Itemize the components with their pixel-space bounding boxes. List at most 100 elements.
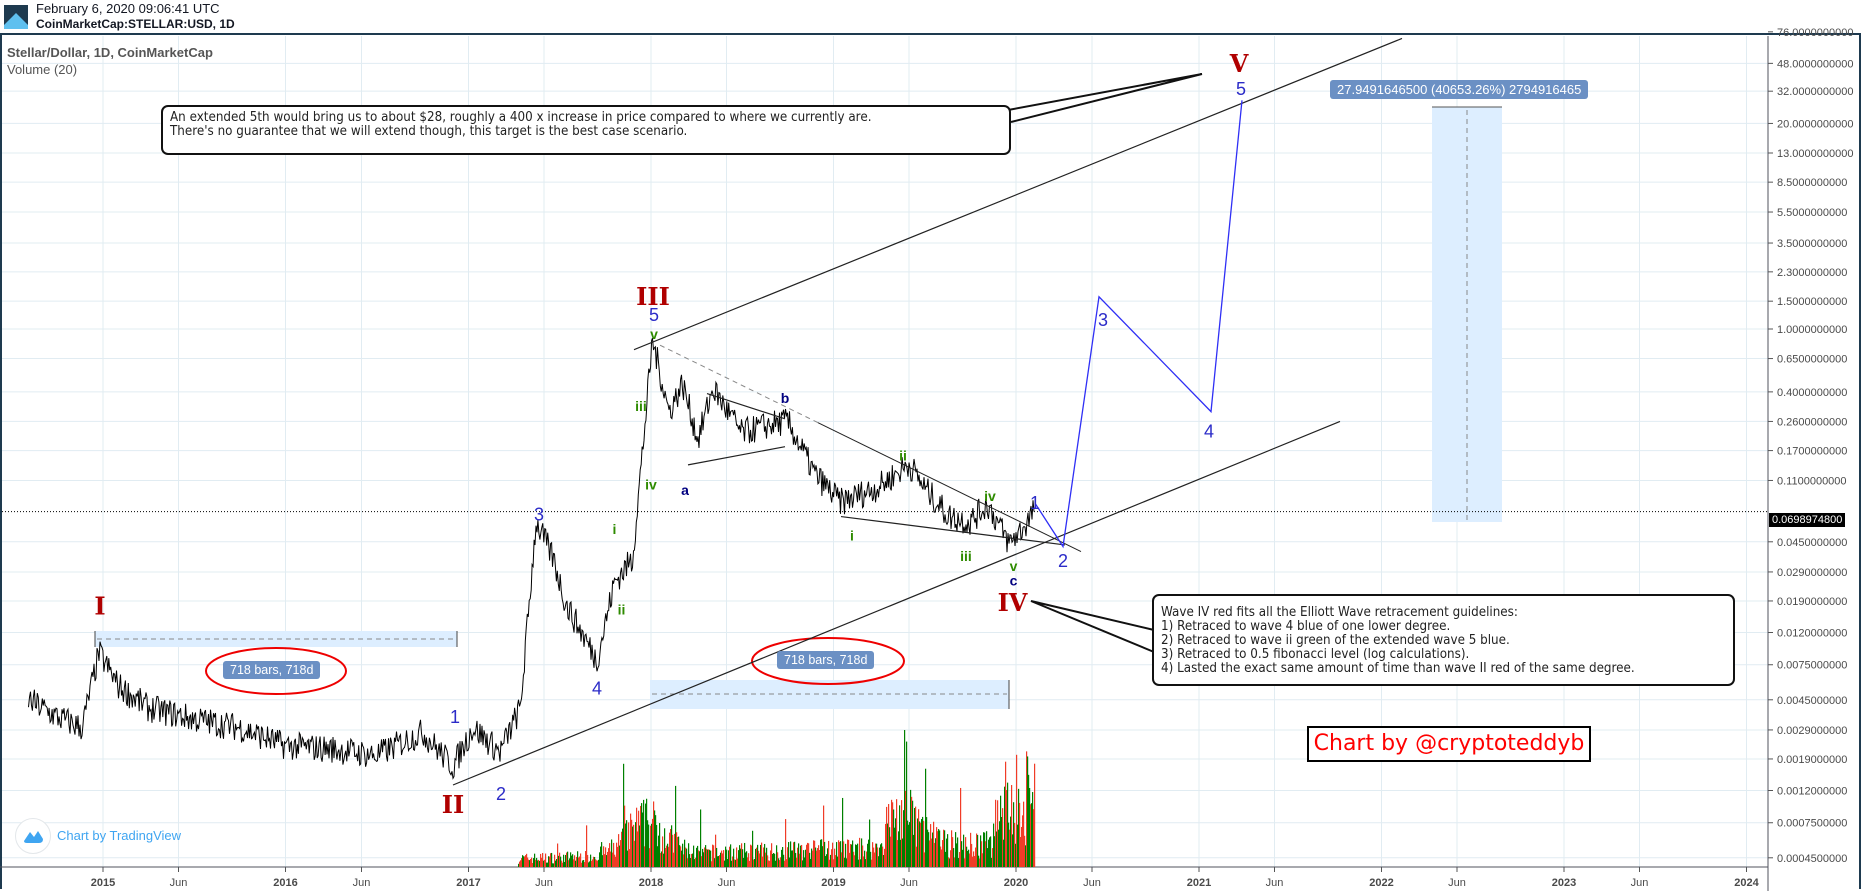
volume-bar <box>892 802 894 867</box>
volume-bar <box>843 841 845 867</box>
volume-bar <box>837 856 839 867</box>
volume-bar <box>658 835 660 867</box>
volume-bar <box>680 846 682 867</box>
volume-bar <box>975 847 977 867</box>
volume-bar <box>969 853 971 867</box>
symbol-label: CoinMarketCap:STELLAR:USD, 1D <box>36 17 235 31</box>
x-tick-label: 2018 <box>639 877 663 889</box>
volume-bar <box>825 856 827 867</box>
volume-bar <box>542 852 544 867</box>
volume-bar <box>924 852 926 867</box>
price-line <box>28 337 1035 780</box>
volume-bar <box>694 859 696 867</box>
volume-bar <box>965 837 967 867</box>
volume-bar <box>828 840 830 867</box>
volume-bar <box>770 850 772 867</box>
volume-bar <box>531 857 533 867</box>
volume-bar <box>992 848 994 867</box>
volume-bar <box>604 854 606 867</box>
callout-line: 4) Lasted the exact same amount of time … <box>1161 661 1635 676</box>
tradingview-link[interactable]: Chart by TradingView <box>57 828 182 843</box>
volume-bar <box>848 839 850 867</box>
callout-wave-iv[interactable]: Wave IV red fits all the Elliott Wave re… <box>1152 594 1735 686</box>
x-tick-label: 2015 <box>91 877 115 889</box>
volume-bar <box>617 846 619 867</box>
volume-bar <box>602 855 604 867</box>
y-tick-label: 0.4000000000 <box>1777 387 1847 399</box>
volume-bar <box>919 821 921 867</box>
volume-bar <box>887 823 889 867</box>
x-tick-label: Jun <box>1266 877 1284 889</box>
volume-bar <box>1011 785 1013 867</box>
volume-bar <box>735 859 737 867</box>
volume-bar <box>966 846 968 867</box>
volume-bar <box>816 850 818 867</box>
wave-label: 3 <box>1098 310 1108 330</box>
volume-bar <box>851 844 853 867</box>
volume-bar <box>899 805 901 867</box>
volume-legend[interactable]: Volume (20) <box>7 62 78 77</box>
volume-bar <box>857 843 859 867</box>
volume-bar <box>947 834 949 867</box>
volume-bar <box>730 844 732 867</box>
series-legend[interactable]: Stellar/Dollar, 1D, CoinMarketCap <box>7 45 213 60</box>
volume-bar <box>628 822 630 867</box>
volume-bar <box>563 854 565 867</box>
volume-bar <box>660 852 662 867</box>
volume-bar <box>852 840 854 867</box>
volume-bar <box>668 846 670 867</box>
volume-bar <box>715 834 717 867</box>
volume-bar <box>541 857 543 867</box>
x-tick-label: 2024 <box>1734 877 1759 889</box>
volume-bar <box>943 829 945 867</box>
volume-bar <box>778 858 780 867</box>
volume-bar <box>937 831 939 867</box>
volume-bar <box>538 859 540 867</box>
volume-bar <box>642 812 644 867</box>
volume-bar <box>522 855 524 867</box>
volume-bar <box>555 860 557 867</box>
price-range-label[interactable]: 27.9491646500 (40653.26%) 2794916465 <box>1330 80 1589 99</box>
volume-bar <box>771 843 773 867</box>
tradingview-logo-icon <box>4 5 28 29</box>
volume-bar <box>584 862 586 867</box>
volume-bar <box>747 857 749 867</box>
wave-label: iv <box>645 477 657 493</box>
volume-bar <box>586 825 588 867</box>
volume-bar <box>663 853 665 867</box>
volume-bar <box>952 837 954 867</box>
volume-bar <box>909 822 911 867</box>
volume-bar <box>721 850 723 867</box>
volume-bar <box>1010 816 1012 867</box>
volume-bar <box>533 858 535 867</box>
volume-bar <box>859 837 861 867</box>
volume-bar <box>768 860 770 867</box>
y-tick-label: 0.0190000000 <box>1777 596 1847 608</box>
volume-bar <box>582 860 584 867</box>
volume-bar <box>904 730 906 867</box>
volume-bar <box>991 857 993 867</box>
volume-bar <box>877 847 879 867</box>
volume-bar <box>597 860 599 867</box>
volume-bar <box>792 850 794 867</box>
date-range-label[interactable]: 718 bars, 718d <box>223 661 321 679</box>
y-tick-label: 32.0000000000 <box>1777 86 1853 98</box>
volume-bar <box>656 824 658 867</box>
callout-pointer <box>1030 600 1155 653</box>
volume-bar <box>526 853 528 867</box>
volume-bar <box>960 787 962 867</box>
x-tick-label: Jun <box>535 877 553 889</box>
y-tick-label: 0.2600000000 <box>1777 416 1847 428</box>
volume-bar <box>987 848 989 867</box>
volume-bar <box>956 843 958 867</box>
callout-extended-fifth[interactable]: An extended 5th would bring us to about … <box>161 105 1011 155</box>
volume-bar <box>710 850 712 867</box>
volume-bar <box>1027 756 1029 867</box>
volume-bar <box>822 846 824 867</box>
volume-bar <box>571 855 573 867</box>
volume-bar <box>562 862 564 867</box>
date-range-label[interactable]: 718 bars, 718d <box>777 651 875 669</box>
volume-bar <box>846 858 848 867</box>
volume-bar <box>547 862 549 867</box>
